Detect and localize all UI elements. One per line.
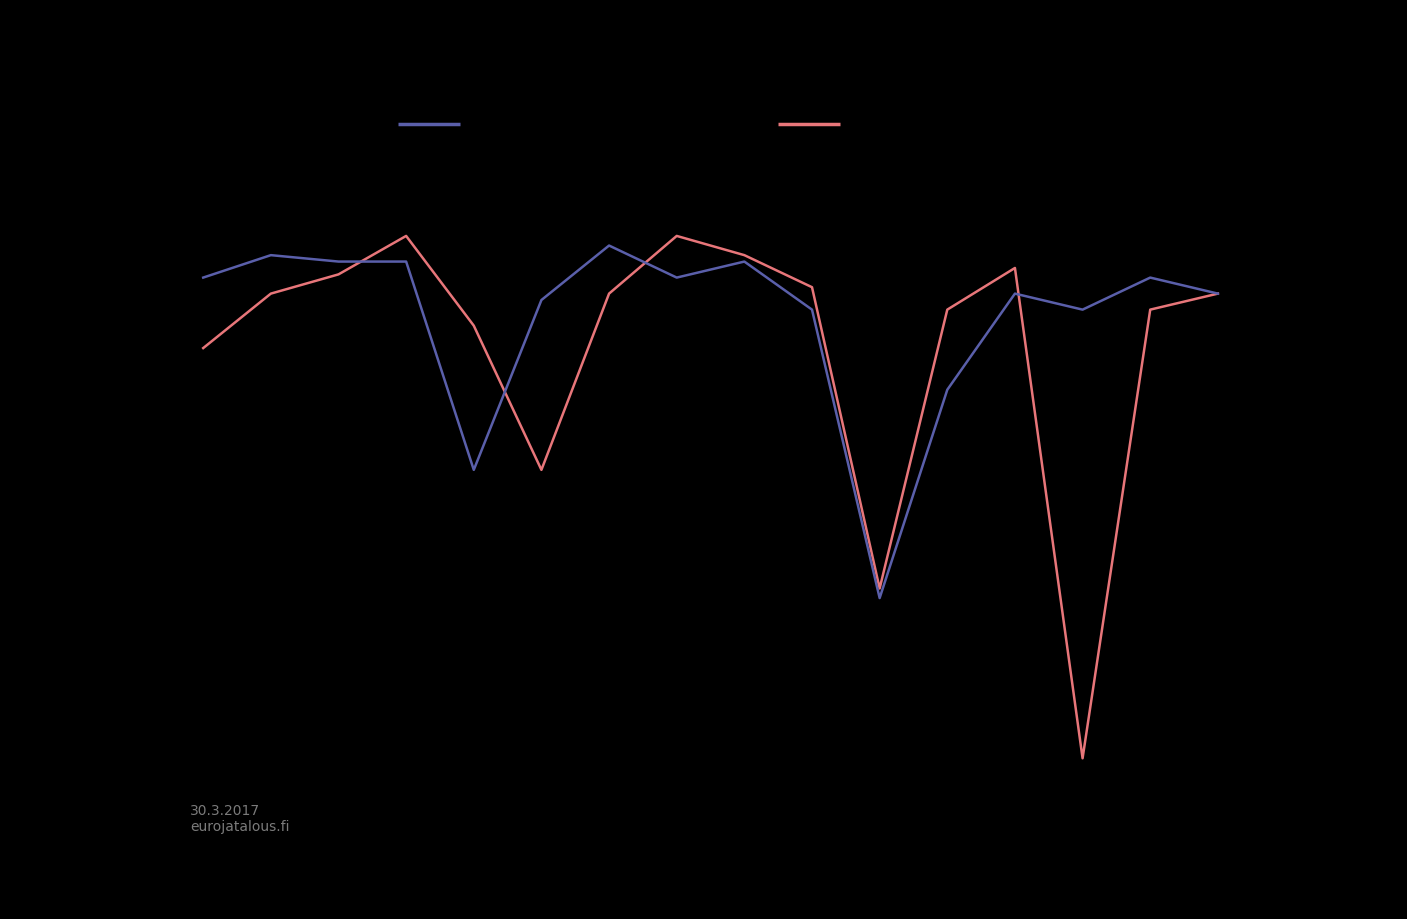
Text: 30.3.2017
eurojatalous.fi: 30.3.2017 eurojatalous.fi (190, 804, 290, 834)
